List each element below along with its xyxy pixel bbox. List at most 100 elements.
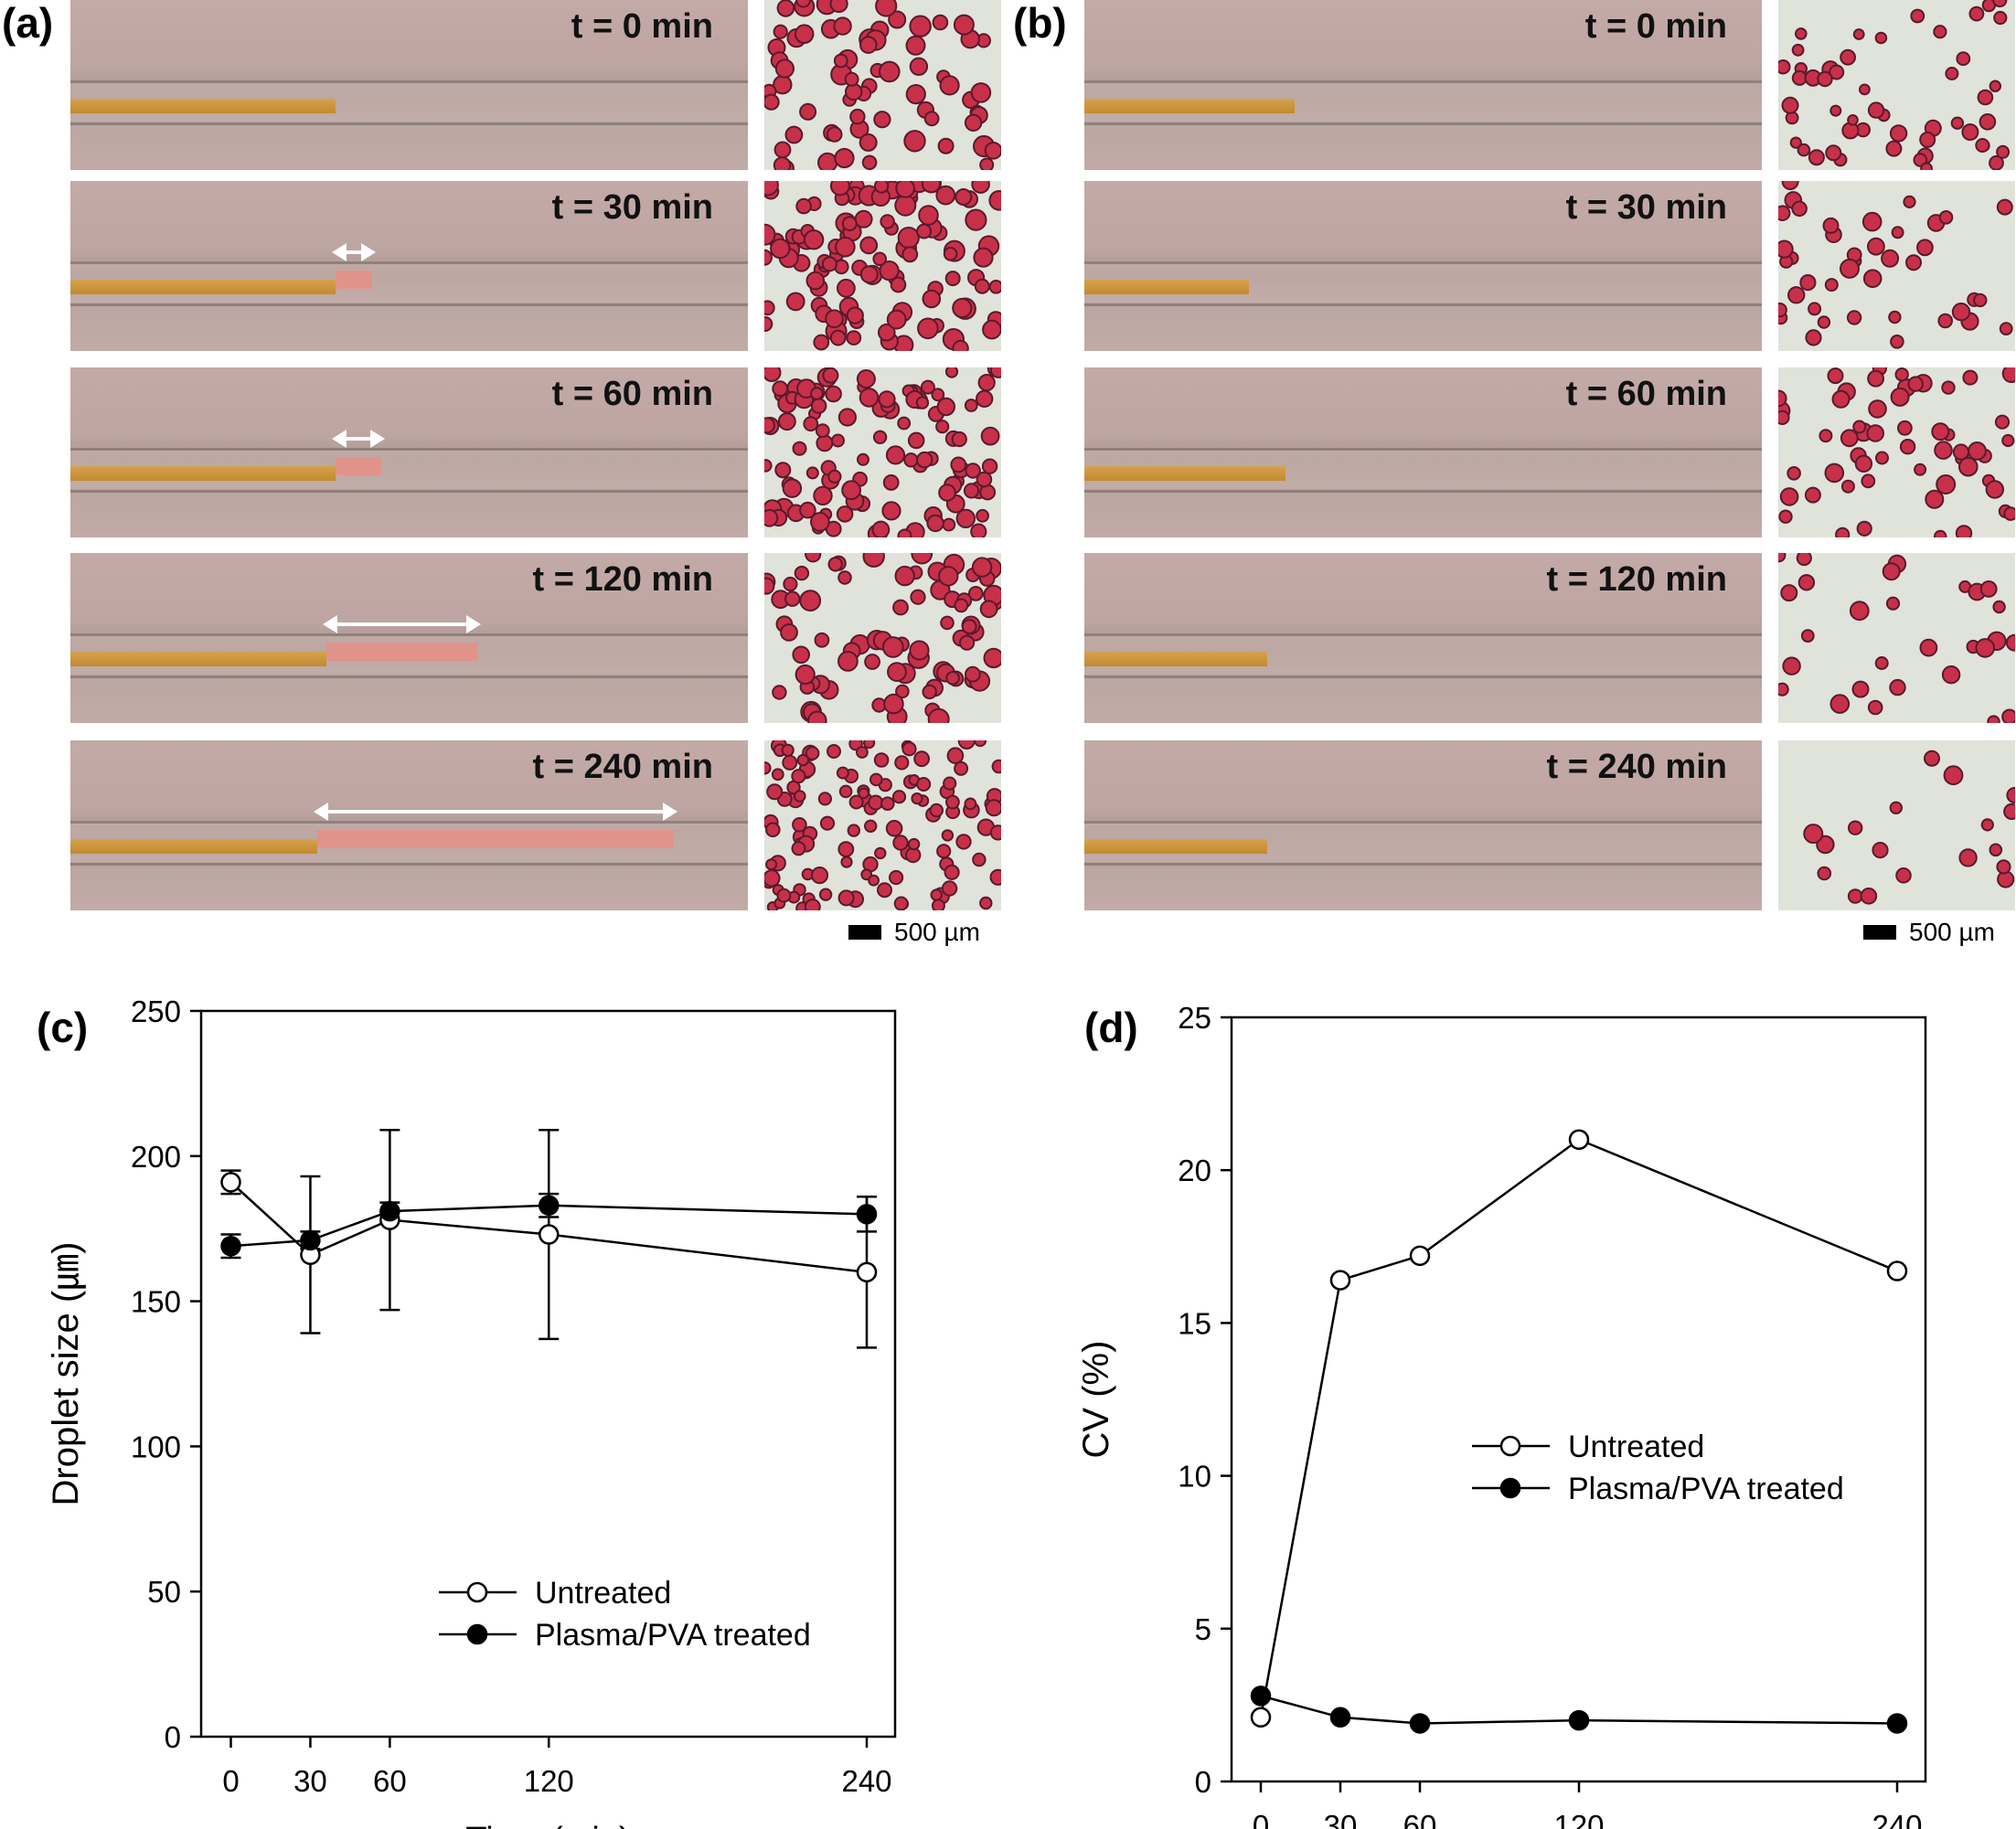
tube-wall	[1084, 122, 1762, 125]
droplet-micrograph	[764, 740, 1001, 910]
droplet	[955, 188, 973, 206]
droplet	[772, 380, 789, 398]
droplet	[1890, 387, 1910, 407]
droplet	[892, 835, 909, 851]
x-tick-label: 0	[1253, 1809, 1269, 1829]
droplet	[897, 528, 912, 537]
droplet	[939, 75, 960, 96]
droplet	[837, 651, 859, 672]
droplet	[1910, 8, 1925, 24]
droplet	[1973, 292, 1988, 308]
droplet	[1933, 25, 1947, 39]
droplet	[1890, 335, 1904, 349]
droplet	[803, 229, 825, 250]
droplet	[970, 523, 987, 537]
droplet	[794, 790, 806, 803]
droplet	[782, 478, 803, 498]
droplet	[910, 589, 926, 605]
droplet	[764, 316, 773, 332]
wetting-region	[326, 643, 477, 661]
data-point-open	[856, 1261, 878, 1283]
droplet	[846, 306, 864, 324]
droplet	[872, 251, 887, 267]
droplet	[810, 387, 824, 400]
droplet	[782, 754, 798, 771]
droplet	[1968, 441, 1987, 461]
legend-label: Untreated	[1568, 1430, 1704, 1464]
droplet	[1868, 399, 1887, 419]
droplet	[1824, 278, 1839, 292]
droplet	[981, 458, 998, 474]
data-point-filled	[1329, 1707, 1351, 1728]
droplet	[1849, 601, 1870, 622]
droplet	[862, 553, 885, 568]
droplet	[1780, 584, 1798, 602]
droplet	[979, 157, 995, 170]
droplet	[918, 205, 939, 226]
droplet	[971, 557, 993, 578]
droplet	[874, 846, 887, 860]
droplet	[954, 760, 969, 776]
tube-wall	[1084, 448, 1762, 451]
droplet	[984, 142, 1001, 160]
droplet	[885, 820, 903, 837]
droplet	[831, 433, 845, 448]
droplet	[1962, 369, 1979, 386]
droplet	[781, 743, 795, 757]
droplet	[988, 190, 1001, 211]
droplet	[1919, 131, 1936, 148]
droplet	[837, 889, 855, 907]
panel-label-b: (b)	[1013, 0, 1067, 47]
droplet	[1943, 765, 1964, 786]
droplet	[964, 399, 978, 412]
oil-phase	[70, 280, 336, 294]
droplet	[799, 102, 817, 121]
droplet	[1992, 0, 2008, 8]
y-tick-label: 100	[131, 1430, 181, 1463]
droplet	[803, 416, 819, 432]
tube-photo: t = 30 min	[70, 181, 748, 351]
y-axis-label: CV (%)	[1076, 1341, 1116, 1459]
droplet	[1816, 835, 1835, 855]
droplet	[1819, 429, 1833, 443]
droplet	[1889, 678, 1906, 697]
droplet	[901, 741, 917, 757]
droplet	[819, 815, 836, 831]
droplet	[2001, 433, 2015, 448]
droplet	[1895, 867, 1912, 884]
panel-label-c: (c)	[37, 1004, 88, 1051]
droplet	[1867, 369, 1884, 388]
droplet	[873, 111, 891, 129]
series-line-0	[1259, 1138, 1898, 1717]
droplet	[887, 662, 907, 683]
droplet	[1979, 580, 1998, 598]
droplet	[835, 236, 856, 258]
droplet	[827, 744, 841, 759]
droplet	[964, 113, 983, 133]
data-point-open	[379, 1209, 400, 1230]
droplet	[989, 868, 1001, 886]
droplet	[946, 747, 965, 765]
droplet	[804, 899, 821, 910]
droplet	[774, 58, 795, 79]
droplet	[1979, 113, 1997, 131]
droplet	[776, 0, 795, 17]
droplet	[1875, 451, 1889, 465]
tube-wall	[70, 448, 748, 451]
droplet	[972, 852, 987, 867]
droplet	[880, 214, 895, 229]
droplet	[935, 420, 950, 434]
droplet	[1936, 474, 1957, 494]
tube-photo: t = 30 min	[1084, 181, 1762, 351]
droplet	[1941, 380, 1956, 395]
wetting-region	[336, 457, 381, 475]
droplet	[863, 740, 876, 750]
oil-phase	[1084, 466, 1285, 481]
time-label: t = 120 min	[1546, 560, 1727, 599]
droplet	[795, 0, 811, 8]
droplet	[858, 787, 869, 800]
tube-wall	[70, 633, 748, 636]
droplet	[944, 864, 960, 880]
droplet	[1797, 143, 1811, 157]
droplet	[955, 508, 976, 529]
